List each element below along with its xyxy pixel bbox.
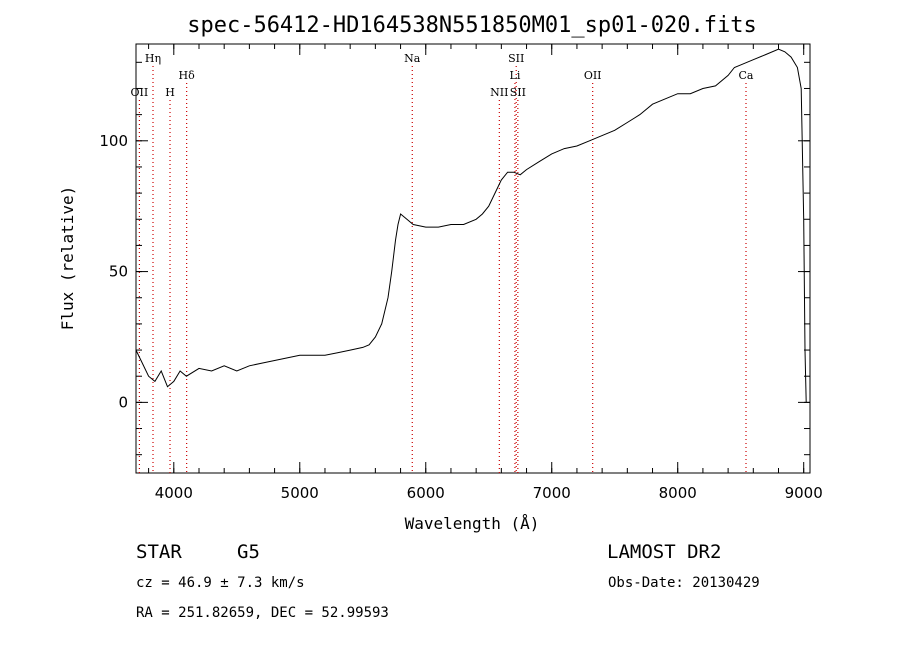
line-marker-label: SII xyxy=(510,86,526,99)
line-marker-label: H xyxy=(165,86,175,99)
object-class: STAR xyxy=(136,541,182,563)
x-tick-label: 7000 xyxy=(533,484,571,502)
x-tick-label: 4000 xyxy=(155,484,193,502)
axis-ticks: 4000 5000 6000 7000 8000 9000 0 50 100 xyxy=(99,44,823,502)
line-marker-label: Ca xyxy=(739,69,754,82)
line-marker-label: OII xyxy=(584,69,602,82)
line-marker-label: Hδ xyxy=(179,69,196,82)
x-tick-label: 9000 xyxy=(785,484,823,502)
redshift-velocity: cz = 46.9 ± 7.3 km/s xyxy=(136,575,305,591)
x-axis-label: Wavelength (Å) xyxy=(405,514,540,533)
ra-dec-coordinates: RA = 251.82659, DEC = 52.99593 xyxy=(136,605,389,621)
y-tick-label: 100 xyxy=(99,132,128,150)
y-axis-label: Flux (relative) xyxy=(58,186,77,331)
plot-frame xyxy=(135,43,811,474)
chart-title: spec-56412-HD164538N551850M01_sp01-020.f… xyxy=(187,13,757,38)
spectrum-series xyxy=(135,48,807,403)
line-marker-label: Na xyxy=(404,52,421,65)
observation-date: Obs-Date: 20130429 xyxy=(608,575,760,591)
line-marker-label: SII xyxy=(508,52,524,65)
x-tick-label: 6000 xyxy=(407,484,445,502)
y-tick-label: 0 xyxy=(118,393,128,411)
object-subclass: G5 xyxy=(237,541,260,563)
plot-border xyxy=(135,43,811,474)
spectrum-line xyxy=(135,48,807,403)
x-tick-label: 5000 xyxy=(281,484,319,502)
survey-name: LAMOST DR2 xyxy=(607,541,722,563)
line-marker-label: Li xyxy=(510,69,521,82)
line-marker-label: Hη xyxy=(145,52,161,65)
line-marker-label: OII xyxy=(131,86,149,99)
x-tick-label: 8000 xyxy=(659,484,697,502)
line-marker-label: NII xyxy=(490,86,508,99)
y-tick-label: 50 xyxy=(109,263,128,281)
